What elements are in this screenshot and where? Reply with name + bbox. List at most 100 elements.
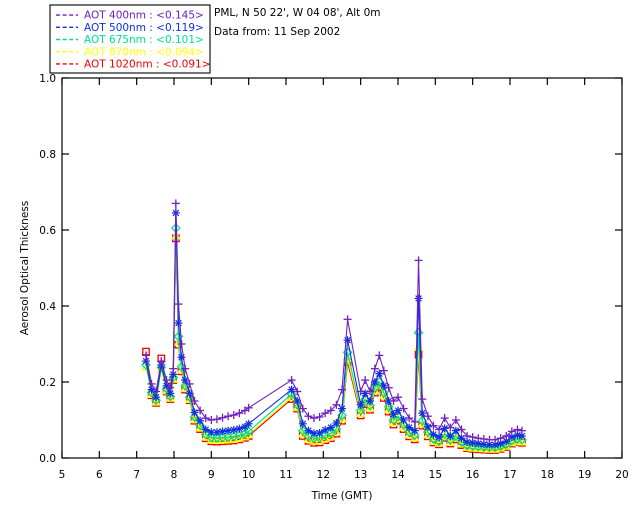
data-marker-asterisk <box>366 397 374 405</box>
series-line <box>145 235 523 450</box>
data-marker-asterisk <box>376 370 383 377</box>
data-marker-asterisk <box>430 431 437 438</box>
data-marker-asterisk <box>219 428 226 435</box>
data-marker-diamond <box>365 400 375 411</box>
x-tick-label: 19 <box>578 469 591 481</box>
data-marker-asterisk <box>181 376 189 384</box>
data-marker-diamond <box>409 430 420 441</box>
data-marker-asterisk <box>385 397 392 405</box>
data-marker-asterisk <box>380 382 388 390</box>
data-marker-asterisk <box>196 417 204 425</box>
legend-item-1020nm[interactable]: AOT 1020nm : <0.091> <box>56 59 211 71</box>
data-marker-asterisk <box>338 405 346 412</box>
legend-item-400nm[interactable]: AOT 400nm : <0.145> <box>56 10 204 22</box>
legend-item-675nm[interactable]: AOT 675nm : <0.101> <box>56 34 204 46</box>
data-marker-diamond <box>297 425 308 436</box>
data-marker-diamond <box>369 382 380 393</box>
x-tick-label: 15 <box>429 469 442 481</box>
x-tick-label: 5 <box>59 469 66 481</box>
data-marker-diamond <box>286 389 297 400</box>
y-tick-label: 0.4 <box>39 301 56 313</box>
y-tick-label: 1.0 <box>39 73 56 85</box>
data-marker-diamond <box>243 426 254 437</box>
data-marker-asterisk <box>463 438 471 446</box>
data-marker-asterisk <box>142 357 150 365</box>
data-marker-asterisk <box>452 427 460 434</box>
y-axis-title: Aerosol Optical Thickness <box>19 201 31 335</box>
x-tick-label: 9 <box>208 469 215 481</box>
data-marker-asterisk <box>202 426 210 433</box>
data-marker-diamond <box>165 391 176 402</box>
data-marker-diamond <box>413 327 424 338</box>
legend-label: AOT 675nm : <0.101> <box>84 34 204 46</box>
series-line <box>145 203 523 441</box>
data-marker-asterisk <box>474 440 482 447</box>
data-marker-diamond <box>156 362 167 373</box>
data-marker-asterisk <box>415 295 422 302</box>
data-marker-asterisk <box>245 420 252 428</box>
data-marker-asterisk <box>305 427 312 434</box>
x-tick-label: 6 <box>96 469 103 481</box>
x-axis-title: Time (GMT) <box>311 490 373 502</box>
header-date-line: Data from: 11 Sep 2002 <box>214 26 340 38</box>
data-marker-asterisk <box>502 437 510 445</box>
data-marker-asterisk <box>299 420 307 428</box>
data-marker-asterisk <box>435 433 443 441</box>
plot-frame <box>61 77 623 459</box>
x-tick-label: 10 <box>242 469 255 481</box>
data-marker-diamond <box>303 431 314 441</box>
data-marker-asterisk <box>486 441 493 449</box>
series-line <box>145 228 523 448</box>
data-marker-asterisk <box>230 426 238 434</box>
data-marker-asterisk <box>169 371 177 378</box>
data-marker-asterisk <box>446 432 454 440</box>
x-tick-label: 16 <box>466 469 480 481</box>
data-marker-diamond <box>168 372 179 383</box>
x-tick-label: 14 <box>391 469 405 481</box>
legend-label: AOT 400nm : <0.145> <box>84 10 204 22</box>
y-tick-label: 0.0 <box>39 453 56 465</box>
data-marker-asterisk <box>208 428 215 436</box>
data-marker-asterisk <box>491 441 499 449</box>
y-tick-label: 0.6 <box>39 225 56 237</box>
data-marker-asterisk <box>213 428 221 436</box>
legend-label: AOT 500nm : <0.119> <box>84 22 204 34</box>
data-marker-asterisk <box>371 378 379 386</box>
data-marker-asterisk <box>357 401 364 409</box>
data-marker-asterisk <box>469 439 476 447</box>
data-marker-diamond <box>151 395 161 406</box>
data-marker-asterisk <box>316 429 323 437</box>
data-marker-asterisk <box>441 425 448 432</box>
x-tick-label: 18 <box>541 469 554 481</box>
legend-box <box>49 4 211 74</box>
data-marker-diamond <box>383 401 394 412</box>
data-marker-diamond <box>378 387 389 398</box>
header-site-line: PML, N 50 22', W 04 08', Alt 0m <box>214 7 381 19</box>
x-tick-label: 20 <box>615 469 628 481</box>
y-tick-label: 0.8 <box>39 149 56 161</box>
x-tick-label: 11 <box>279 469 292 481</box>
data-marker-asterisk <box>418 409 426 417</box>
data-marker-asterisk <box>327 424 335 431</box>
x-tick-label: 12 <box>317 469 330 481</box>
series-aot-500nm <box>142 208 526 449</box>
legend-label: AOT 1020nm : <0.091> <box>84 59 211 71</box>
data-marker-asterisk <box>288 386 295 393</box>
data-marker-diamond <box>355 405 366 416</box>
legend-label: AOT 870nm : <0.094> <box>84 46 204 58</box>
x-tick-label: 7 <box>133 469 140 481</box>
x-tick-label: 8 <box>171 469 178 481</box>
data-marker-asterisk <box>152 393 160 401</box>
data-marker-diamond <box>200 429 211 440</box>
legend-item-500nm[interactable]: AOT 500nm : <0.119> <box>56 22 204 34</box>
series-aot-400nm <box>142 199 526 444</box>
data-marker-asterisk <box>166 390 174 397</box>
data-marker-diamond <box>240 428 250 439</box>
data-marker-asterisk <box>518 432 526 440</box>
x-tick-label: 17 <box>503 469 516 481</box>
legend-item-870nm[interactable]: AOT 870nm : <0.094> <box>56 46 204 58</box>
y-tick-label: 0.2 <box>39 377 56 389</box>
data-marker-asterisk <box>310 429 318 437</box>
